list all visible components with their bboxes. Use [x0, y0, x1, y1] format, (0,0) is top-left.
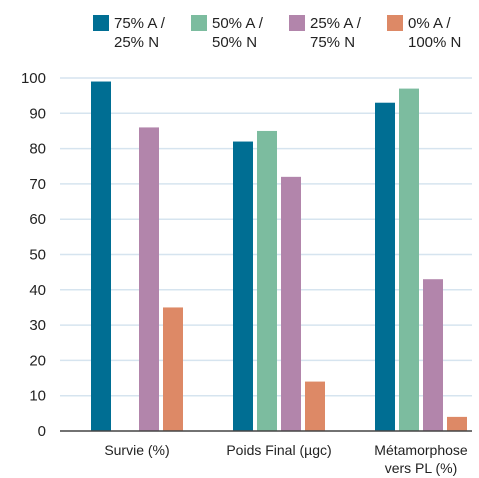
x-axis-labels: Survie (%) Poids Final (µgc) Métamorphose v…	[104, 442, 468, 476]
x-category-label: vers PL (%)	[385, 460, 458, 476]
bar	[423, 279, 443, 431]
y-tick-label: 10	[29, 388, 46, 405]
bar	[447, 416, 467, 431]
bar	[233, 141, 253, 432]
bar	[163, 307, 183, 431]
y-axis-ticks: 0 10 20 30 40 50 60 70 80 90 100	[21, 70, 46, 440]
bar	[91, 81, 111, 431]
y-tick-label: 0	[38, 423, 46, 440]
legend-label: 75% A /	[114, 15, 166, 32]
x-category-label: Poids Final (µgc)	[226, 442, 331, 458]
legend-label: 25% N	[114, 34, 159, 51]
y-tick-label: 60	[29, 211, 46, 228]
legend-label: 25% A /	[310, 15, 362, 32]
y-tick-label: 20	[29, 352, 46, 369]
bar	[399, 88, 419, 431]
bar	[281, 176, 301, 431]
bars	[91, 81, 467, 432]
legend-label: 100% N	[408, 34, 461, 51]
x-category-label: Métamorphose	[374, 442, 468, 458]
legend-swatch	[289, 15, 305, 31]
y-tick-label: 40	[29, 282, 46, 299]
legend: 75% A / 25% N 50% A / 50% N 25% A / 75% N 0% A…	[93, 15, 461, 51]
x-category-label: Survie (%)	[104, 442, 169, 458]
y-tick-label: 70	[29, 176, 46, 193]
y-tick-label: 80	[29, 141, 46, 158]
y-tick-label: 30	[29, 317, 46, 334]
legend-label: 50% N	[212, 34, 257, 51]
bar	[139, 127, 159, 432]
bar	[257, 130, 277, 431]
legend-swatch	[191, 15, 207, 31]
y-tick-label: 100	[21, 70, 46, 87]
legend-label: 50% A /	[212, 15, 264, 32]
legend-swatch	[93, 15, 109, 31]
legend-swatch	[387, 15, 403, 31]
legend-label: 0% A /	[408, 15, 451, 32]
y-tick-label: 90	[29, 105, 46, 122]
legend-label: 75% N	[310, 34, 355, 51]
y-tick-label: 50	[29, 247, 46, 264]
bar	[375, 102, 395, 432]
bar	[305, 381, 325, 431]
